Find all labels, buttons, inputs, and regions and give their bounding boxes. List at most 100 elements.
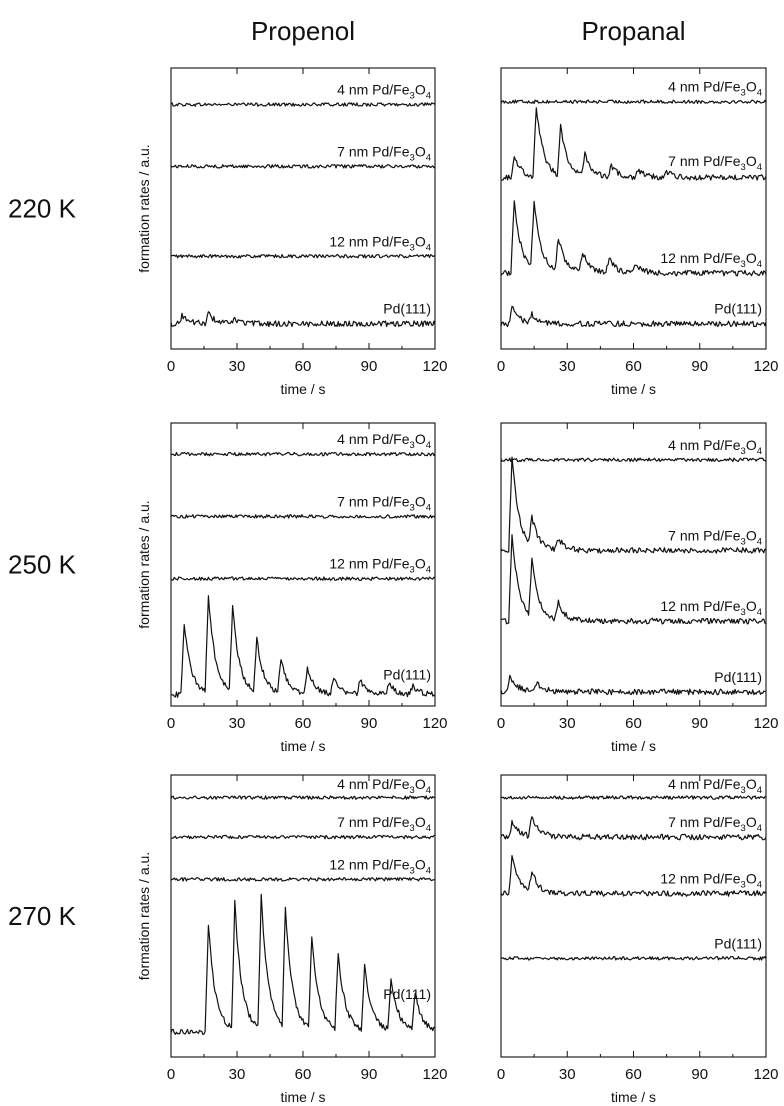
x-tick-label: 60 <box>295 715 312 732</box>
y-axis-title: formation rates / a.u. <box>136 500 152 628</box>
series-line-pd-111- <box>170 893 436 1035</box>
x-tick-label: 0 <box>167 358 175 375</box>
series-label-pd-111-: Pd(111) <box>714 301 762 317</box>
x-tick-label: 60 <box>625 715 642 732</box>
panel-propenol-250k: 0 30 60 90 120 time / s formation rates / a.u.… <box>136 422 448 754</box>
series-label-pd-111-: Pd(111) <box>714 935 762 951</box>
y-axis-title: formation rates / a.u. <box>136 144 152 272</box>
series-line-pd-111- <box>500 305 767 328</box>
y-axis-title: formation rates / a.u. <box>136 852 152 980</box>
x-tick-label: 120 <box>753 1066 778 1083</box>
panel-propenol-270k: 0 30 60 90 120 time / s formation rates / a.u.… <box>136 774 448 1105</box>
panel-propenol-220k: 0 30 60 90 120 time / s formation rates / a.u.… <box>136 67 448 397</box>
x-tick-label: 0 <box>497 1066 505 1083</box>
series-label-7-nm-pd-fe3o4: 7 nm Pd/Fe3O4 <box>337 493 431 513</box>
series-label-pd-111-: Pd(111) <box>383 667 431 683</box>
series-label-4-nm-pd-fe3o4: 4 nm Pd/Fe3O4 <box>337 431 431 451</box>
series-label-7-nm-pd-fe3o4: 7 nm Pd/Fe3O4 <box>668 814 762 834</box>
series-label-pd-111-: Pd(111) <box>714 669 762 685</box>
x-tick-label: 90 <box>361 715 378 732</box>
x-tick-label: 0 <box>497 715 505 732</box>
series-label-4-nm-pd-fe3o4: 4 nm Pd/Fe3O4 <box>337 82 431 102</box>
series-line-12-nm-pd-fe3o4 <box>500 534 767 625</box>
series-line-4-nm-pd-fe3o4 <box>500 795 767 800</box>
series-label-pd-111-: Pd(111) <box>383 301 431 317</box>
row-label-1: 250 K <box>8 550 77 580</box>
x-tick-label: 120 <box>422 715 447 732</box>
series-label-7-nm-pd-fe3o4: 7 nm Pd/Fe3O4 <box>668 153 762 173</box>
series-line-12-nm-pd-fe3o4 <box>500 200 767 277</box>
plot-frame <box>500 422 767 707</box>
series-label-7-nm-pd-fe3o4: 7 nm Pd/Fe3O4 <box>337 814 431 834</box>
x-tick-label: 90 <box>361 358 378 375</box>
x-axis-title: time / s <box>280 738 325 754</box>
series-line-7-nm-pd-fe3o4 <box>500 456 767 554</box>
x-tick-label: 120 <box>753 715 778 732</box>
x-tick-label: 60 <box>295 358 312 375</box>
x-tick-label: 30 <box>559 1066 576 1083</box>
series-line-7-nm-pd-fe3o4 <box>500 816 767 841</box>
series-line-12-nm-pd-fe3o4 <box>170 877 436 882</box>
x-axis-title: time / s <box>280 381 325 397</box>
x-tick-label: 0 <box>167 1066 175 1083</box>
series-line-7-nm-pd-fe3o4 <box>170 834 436 840</box>
series-line-pd-111- <box>500 674 767 696</box>
series-line-4-nm-pd-fe3o4 <box>171 451 436 457</box>
x-tick-label: 30 <box>559 358 576 375</box>
series-label-pd-111-: Pd(111) <box>383 986 431 1002</box>
panel-propanal-220k: 0 30 60 90 120 time / s 4 nm Pd/Fe3O4 7 nm Pd/F… <box>497 67 779 397</box>
x-tick-label: 120 <box>753 358 778 375</box>
x-axis-title: time / s <box>611 381 656 397</box>
series-line-12-nm-pd-fe3o4 <box>500 855 767 897</box>
x-tick-label: 120 <box>422 1066 447 1083</box>
series-label-12-nm-pd-fe3o4: 12 nm Pd/Fe3O4 <box>329 856 431 876</box>
x-tick-label: 90 <box>691 1066 708 1083</box>
series-label-4-nm-pd-fe3o4: 4 nm Pd/Fe3O4 <box>337 776 431 796</box>
panel-propanal-250k: 0 30 60 90 120 time / s 4 nm Pd/Fe3O4 7 nm Pd/F… <box>497 422 779 754</box>
series-line-7-nm-pd-fe3o4 <box>501 107 767 181</box>
series-line-12-nm-pd-fe3o4 <box>170 254 436 259</box>
panel-propanal-270k: 0 30 60 90 120 time / s 4 nm Pd/Fe3O4 7 nm Pd/F… <box>497 774 779 1105</box>
series-label-12-nm-pd-fe3o4: 12 nm Pd/Fe3O4 <box>329 233 431 253</box>
series-line-4-nm-pd-fe3o4 <box>500 99 767 104</box>
x-tick-label: 90 <box>691 358 708 375</box>
series-label-12-nm-pd-fe3o4: 12 nm Pd/Fe3O4 <box>660 870 762 890</box>
x-tick-label: 60 <box>625 358 642 375</box>
series-line-7-nm-pd-fe3o4 <box>170 164 436 169</box>
series-label-4-nm-pd-fe3o4: 4 nm Pd/Fe3O4 <box>668 437 762 457</box>
series-label-12-nm-pd-fe3o4: 12 nm Pd/Fe3O4 <box>329 556 431 576</box>
x-tick-label: 0 <box>167 715 175 732</box>
x-axis-title: time / s <box>611 738 656 754</box>
x-tick-label: 30 <box>229 358 246 375</box>
series-label-12-nm-pd-fe3o4: 12 nm Pd/Fe3O4 <box>660 250 762 270</box>
series-line-pd-111- <box>170 595 436 698</box>
x-tick-label: 30 <box>229 715 246 732</box>
series-line-12-nm-pd-fe3o4 <box>170 576 436 581</box>
series-label-4-nm-pd-fe3o4: 4 nm Pd/Fe3O4 <box>668 776 762 796</box>
x-tick-label: 0 <box>497 358 505 375</box>
x-tick-label: 90 <box>361 1066 378 1083</box>
x-tick-label: 60 <box>625 1066 642 1083</box>
x-tick-label: 90 <box>691 715 708 732</box>
series-line-4-nm-pd-fe3o4 <box>170 795 436 800</box>
x-tick-label: 30 <box>559 715 576 732</box>
series-label-7-nm-pd-fe3o4: 7 nm Pd/Fe3O4 <box>337 143 431 163</box>
series-line-4-nm-pd-fe3o4 <box>170 102 436 107</box>
series-label-7-nm-pd-fe3o4: 7 nm Pd/Fe3O4 <box>668 527 762 547</box>
x-tick-label: 120 <box>422 358 447 375</box>
series-line-pd-111- <box>170 311 436 328</box>
series-line-7-nm-pd-fe3o4 <box>170 514 436 519</box>
column-title-0: Propenol <box>251 16 355 46</box>
series-label-12-nm-pd-fe3o4: 12 nm Pd/Fe3O4 <box>660 598 762 618</box>
row-label-0: 220 K <box>8 194 77 224</box>
x-axis-title: time / s <box>611 1089 656 1105</box>
series-label-4-nm-pd-fe3o4: 4 nm Pd/Fe3O4 <box>668 79 762 99</box>
x-tick-label: 30 <box>229 1066 246 1083</box>
column-title-1: Propanal <box>581 16 685 46</box>
x-tick-label: 60 <box>295 1066 312 1083</box>
series-line-4-nm-pd-fe3o4 <box>500 457 767 463</box>
x-axis-title: time / s <box>280 1089 325 1105</box>
row-label-2: 270 K <box>8 901 77 931</box>
